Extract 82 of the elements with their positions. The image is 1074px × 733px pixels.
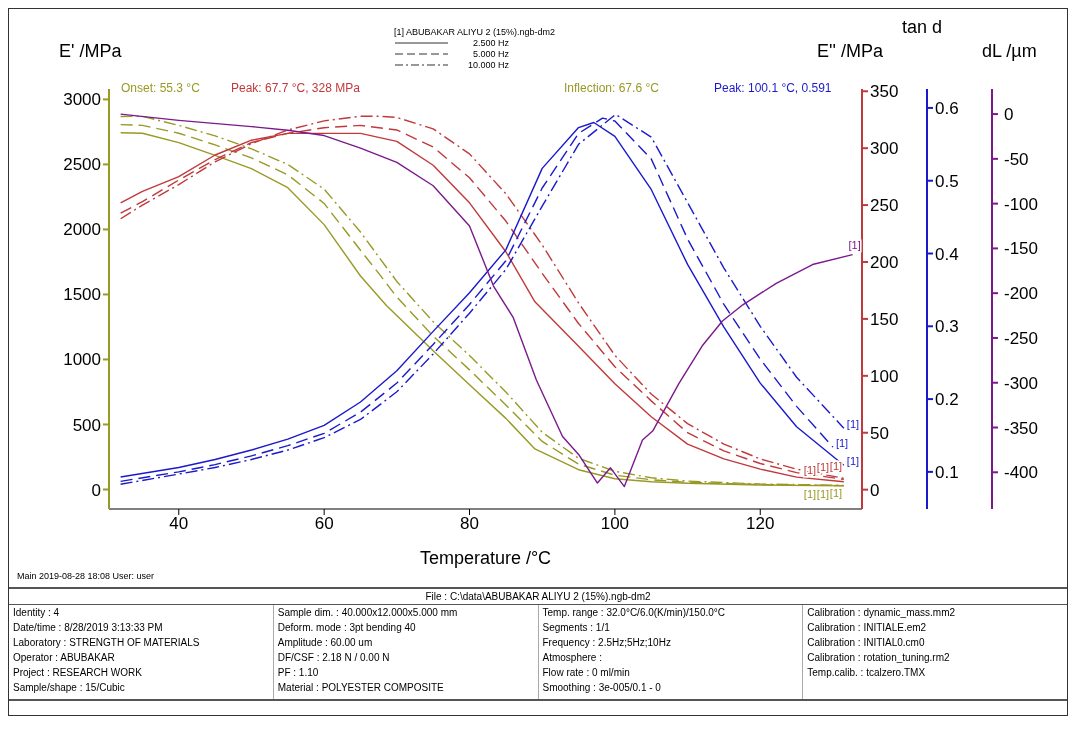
x-tick-label: 120 (746, 514, 775, 534)
text: 5.000 Hz (471, 48, 509, 59)
series-label: [1] (848, 238, 861, 251)
y-tick-label: -100 (1004, 194, 1039, 214)
y-tick-label: -50 (1004, 149, 1029, 169)
text: Amplitude : 60.00 um (277, 637, 374, 650)
y2-tick-label: 0 (870, 480, 880, 500)
y2-tick-label: 150 (870, 309, 899, 329)
y3-tick-label: 0.2 (935, 390, 959, 410)
text: Date/time : 8/28/2019 3:13:33 PM (13, 622, 164, 635)
y3-axis-title: tan d (902, 17, 943, 38)
text: Calibration : INITIAL0.cm0 (807, 637, 926, 650)
text: Identity : 4 (13, 607, 61, 620)
text: Sample dim. : 40.000x12.000x5.000 mm (277, 607, 459, 620)
text: Segments : 1/1 (542, 622, 611, 635)
y-tick-label: 0 (1004, 105, 1014, 125)
text: File : C:\data\ABUBAKAR ALIYU 2 (15%).ngb-dm2 (9, 587, 1067, 605)
annotation: Peak: 100.1 °C, 0.591 (714, 81, 832, 95)
series-label: [1] (816, 487, 830, 500)
text: Laboratory : STRENGTH OF MATERIALS (13, 637, 201, 650)
y2-tick-label: 50 (870, 423, 889, 443)
text: Smoothing : 3e-005/0.1 - 0 (542, 682, 662, 695)
text: Material : POLYESTER COMPOSITE (277, 682, 445, 695)
series-label: [1] (803, 487, 817, 500)
y-tick-label: -200 (1004, 284, 1039, 304)
y-axis-title: E' /MPa (59, 41, 122, 62)
series-label: [1] (846, 418, 860, 431)
text: Calibration : INITIALE.em2 (807, 622, 928, 635)
y2-tick-label: 250 (870, 196, 899, 216)
text: Main 2019-08-28 18:08 User: user (16, 570, 156, 583)
text: Sample/shape : 15/Cubic (13, 682, 126, 695)
text: Atmosphere : (542, 652, 603, 665)
y2-tick-label: 200 (870, 253, 899, 273)
x-tick-label: 80 (460, 514, 479, 534)
series-label: [1] (829, 487, 843, 500)
y-tick-label: 1500 (63, 285, 101, 305)
text: Project : RESEARCH WORK (13, 667, 143, 680)
y3-tick-label: 0.4 (935, 244, 959, 264)
text: Deform. mode : 3pt bending 40 (277, 622, 417, 635)
text: Flow rate : 0 ml/min (542, 667, 631, 680)
annotation: Inflection: 67.6 °C (564, 81, 659, 95)
text: Temp.calib. : tcalzero.TMX (807, 667, 927, 680)
text: Operator : ABUBAKAR (13, 652, 116, 665)
y2-tick-label: 350 (870, 82, 899, 102)
text: Temp. range : 32.0°C/6.0(K/min)/150.0°C (542, 607, 727, 620)
y2-tick-label: 100 (870, 366, 899, 386)
text: 2.500 Hz (471, 37, 509, 48)
y3-tick-label: 0.5 (935, 171, 959, 191)
x-axis-title: Temperature /°C (419, 548, 552, 568)
y-tick-label: -150 (1004, 239, 1039, 259)
series-label: [1] (835, 437, 849, 450)
y3-tick-label: 0.1 (935, 462, 959, 482)
series-label: [1] (846, 455, 860, 468)
y-tick-label: 2000 (63, 220, 101, 240)
text: DF/CSF : 2.18 N / 0.00 N (277, 652, 391, 665)
series-label: [1] (816, 461, 830, 474)
x-tick-label: 100 (600, 514, 630, 534)
x-tick-label: 40 (169, 514, 189, 534)
y-axis-title: dL /µm (982, 41, 1037, 62)
y3-tick-label: 0.3 (935, 317, 959, 337)
y2-axis-title: E'' /MPa (817, 41, 883, 62)
legend-title: [1] ABUBAKAR ALIYU 2 (15%).ngb-dm2 (394, 27, 556, 37)
x-tick-label: 60 (314, 514, 334, 534)
text: Calibration : dynamic_mass.mm2 (807, 607, 957, 620)
y-tick-label: 2500 (63, 155, 101, 175)
y-tick-label: 1000 (63, 350, 101, 370)
y-tick-label: -400 (1004, 463, 1039, 483)
y-tick-label: 500 (72, 415, 101, 435)
text: Frequency : 2.5Hz;5Hz;10Hz (542, 637, 672, 650)
y-tick-label: 0 (91, 480, 101, 500)
annotation: Peak: 67.7 °C, 328 MPa (231, 81, 360, 95)
y-tick-label: -300 (1004, 373, 1039, 393)
y3-tick-label: 0.6 (935, 98, 959, 118)
y-tick-label: -350 (1004, 418, 1039, 438)
text: 10.000 Hz (466, 59, 509, 70)
series-label: [1] (829, 460, 843, 473)
text: Calibration : rotation_tuning.rm2 (807, 652, 951, 665)
y-tick-label: 3000 (63, 90, 101, 110)
y2-tick-label: 300 (870, 139, 899, 159)
annotation: Onset: 55.3 °C (121, 81, 200, 95)
text: PF : 1.10 (277, 667, 320, 680)
y-tick-label: -250 (1004, 328, 1039, 348)
